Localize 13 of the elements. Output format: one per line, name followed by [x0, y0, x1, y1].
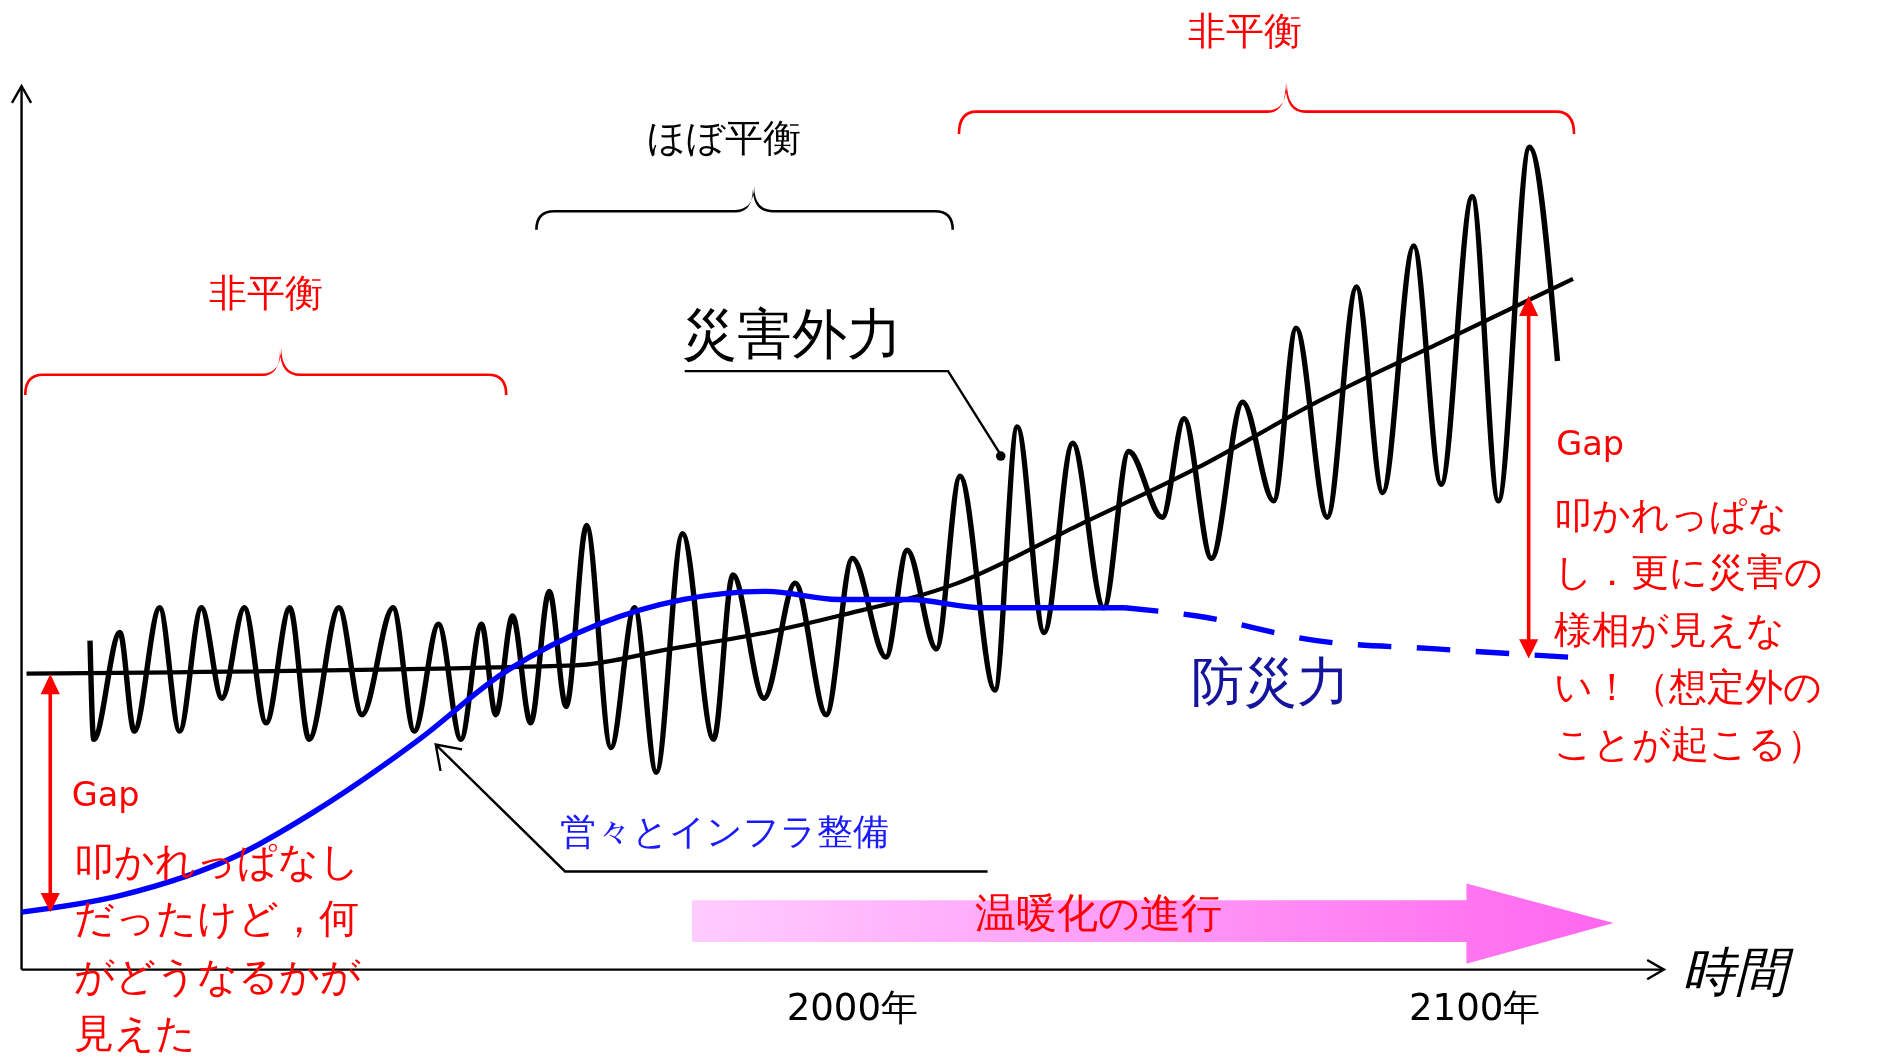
annotation: 叩かれっぱなし．更に災害の様相が見えない！（想定外のことが起こる）	[1553, 491, 1825, 767]
text: 非平衡	[1187, 8, 1302, 54]
annotation: Gap	[1556, 423, 1624, 463]
text: 災害外力	[682, 302, 903, 367]
x-tick-label: 2100年	[1409, 985, 1541, 1029]
x-axis-title: 時間	[1681, 941, 1794, 1003]
series-label: 防災力	[1191, 651, 1351, 713]
annotation: 非平衡	[208, 270, 323, 316]
x-tick-label: 2000年	[786, 985, 919, 1029]
annotation: Gap	[71, 774, 140, 814]
annotation: 営々とインフラ整備	[560, 811, 890, 853]
annotation: ほぼ平衡	[647, 114, 802, 160]
annotation: 温暖化の進行	[975, 888, 1223, 937]
